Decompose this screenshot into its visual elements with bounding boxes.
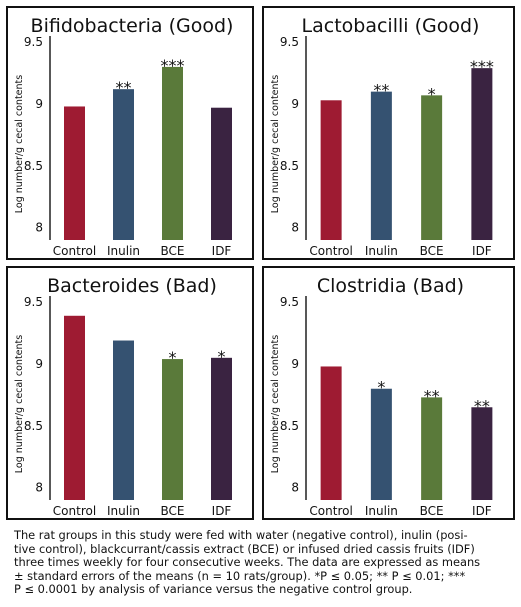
x-tick-label: BCE xyxy=(420,244,444,258)
chart-title: Bacteroides (Bad) xyxy=(47,275,217,297)
y-axis-label: Log number/g cecal contents xyxy=(14,335,25,473)
bar-bce xyxy=(162,359,183,500)
chart-svg-bifidobacteria: Bifidobacteria (Good) Log number/g cecal … xyxy=(14,15,234,258)
bar-control xyxy=(64,315,85,500)
caption-line: The rat groups in this study were fed wi… xyxy=(14,528,468,542)
figure-caption: The rat groups in this study were fed wi… xyxy=(14,528,514,597)
y-tick-label: 9.5 xyxy=(24,35,43,49)
bar-bce xyxy=(162,66,183,240)
y-axis-label: Log number/g cecal contents xyxy=(270,75,281,213)
bar-control xyxy=(320,100,342,240)
chart-panel-lactobacilli: Lactobacilli (Good) Log number/g cecal co… xyxy=(262,6,515,260)
significance-marker: * xyxy=(377,378,385,397)
y-tick-label: 9.5 xyxy=(280,35,299,49)
y-tick-label: 8.5 xyxy=(24,419,43,433)
significance-marker: ** xyxy=(373,81,389,100)
x-tick-label: Inulin xyxy=(365,504,398,518)
y-tick-label: 8.5 xyxy=(280,419,299,433)
y-tick-label: 9 xyxy=(291,357,299,371)
chart-title: Lactobacilli (Good) xyxy=(302,15,480,37)
bar-idf xyxy=(471,407,493,500)
y-axis-label: Log number/g cecal contents xyxy=(14,75,25,213)
caption-line: tive control), blackcurrant/cassis extra… xyxy=(14,541,475,556)
significance-marker: ** xyxy=(116,78,132,97)
bar-inulin xyxy=(370,388,392,500)
chart-panel-bacteroides: Bacteroides (Bad) Log number/g cecal cont… xyxy=(6,266,254,520)
significance-marker: * xyxy=(169,348,177,367)
significance-marker: ** xyxy=(424,386,440,405)
bar-inulin xyxy=(113,340,134,500)
y-tick-label: 8 xyxy=(35,481,43,495)
chart-title: Bifidobacteria (Good) xyxy=(31,15,234,37)
significance-marker: ** xyxy=(474,396,490,415)
bar-inulin xyxy=(370,91,392,241)
x-tick-label: BCE xyxy=(161,504,185,518)
x-tick-label: IDF xyxy=(212,504,232,518)
x-tick-label: Control xyxy=(53,244,96,258)
chart-title: Clostridia (Bad) xyxy=(317,275,464,297)
bar-inulin xyxy=(113,89,134,240)
x-tick-label: Control xyxy=(309,504,352,518)
y-tick-label: 8 xyxy=(35,221,43,235)
bar-idf xyxy=(471,68,493,241)
x-tick-label: Control xyxy=(53,504,96,518)
bar-idf xyxy=(211,357,232,500)
chart-svg-lactobacilli: Lactobacilli (Good) Log number/g cecal co… xyxy=(270,15,494,258)
chart-svg-bacteroides: Bacteroides (Bad) Log number/g cecal cont… xyxy=(14,275,232,518)
y-tick-label: 9 xyxy=(35,97,43,111)
y-tick-label: 9 xyxy=(35,357,43,371)
x-tick-label: Inulin xyxy=(107,244,140,258)
caption-line: ± standard errors of the means (n = 10 r… xyxy=(14,568,466,583)
significance-marker: * xyxy=(218,347,226,366)
x-tick-label: IDF xyxy=(212,244,232,258)
x-tick-label: IDF xyxy=(472,504,492,518)
bar-idf xyxy=(211,107,232,240)
x-tick-label: Inulin xyxy=(365,244,398,258)
x-tick-label: Inulin xyxy=(107,504,140,518)
chart-panel-clostridia: Clostridia (Bad) Log number/g cecal conte… xyxy=(262,266,515,520)
significance-marker: *** xyxy=(470,57,494,76)
y-tick-label: 8.5 xyxy=(280,159,299,173)
y-tick-label: 9.5 xyxy=(24,295,43,309)
bar-control xyxy=(320,366,342,500)
y-tick-label: 8.5 xyxy=(24,159,43,173)
bar-control xyxy=(64,106,85,241)
chart-panel-bifidobacteria: Bifidobacteria (Good) Log number/g cecal … xyxy=(6,6,254,260)
y-tick-label: 8 xyxy=(291,221,299,235)
y-tick-label: 8 xyxy=(291,481,299,495)
x-tick-label: BCE xyxy=(420,504,444,518)
y-tick-label: 9.5 xyxy=(280,295,299,309)
bar-bce xyxy=(421,95,443,240)
y-axis-label: Log number/g cecal contents xyxy=(270,335,281,473)
caption-line: P ≤ 0.0001 by analysis of variance versu… xyxy=(14,582,413,596)
bar-bce xyxy=(421,397,443,500)
caption-line: three times weekly for four consecutive … xyxy=(14,555,481,569)
x-tick-label: Control xyxy=(309,244,352,258)
significance-marker: *** xyxy=(161,56,185,75)
x-tick-label: IDF xyxy=(472,244,492,258)
significance-marker: * xyxy=(428,84,436,103)
x-tick-label: BCE xyxy=(161,244,185,258)
y-tick-label: 9 xyxy=(291,97,299,111)
chart-svg-clostridia: Clostridia (Bad) Log number/g cecal conte… xyxy=(270,275,493,518)
